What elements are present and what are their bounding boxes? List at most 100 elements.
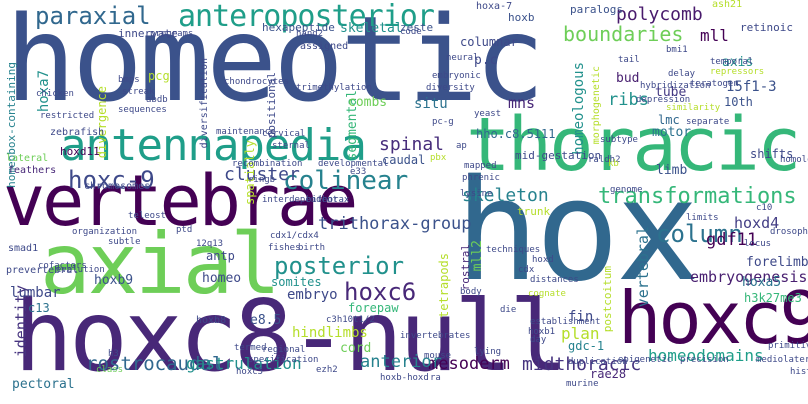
word: bithorax — [306, 195, 350, 205]
word: tetrapods — [437, 253, 451, 319]
word: hoxd4 — [734, 214, 780, 232]
word: c3h10t1/2 — [326, 315, 375, 325]
word: column — [656, 220, 743, 248]
word: feathers — [8, 165, 57, 176]
word: embryonic — [432, 71, 481, 81]
word: subtle — [108, 237, 141, 247]
word: thoracic — [466, 102, 801, 188]
word: fin — [568, 309, 594, 325]
word: techniques — [486, 245, 541, 255]
word: bud — [616, 71, 640, 86]
word: bmi1 — [666, 45, 688, 55]
word: cluster — [224, 164, 300, 185]
word: cdx — [518, 265, 535, 275]
word: colinear — [283, 166, 409, 196]
word: axis — [722, 55, 754, 70]
word: hoxb8 — [196, 315, 227, 326]
word: abdb — [146, 95, 168, 105]
word: paralogs — [570, 3, 623, 16]
word: limb — [656, 163, 688, 178]
word: hindlimbs — [292, 325, 368, 341]
word: spinal — [379, 134, 445, 155]
word: pectoral — [12, 377, 75, 392]
word: hoxb — [508, 11, 535, 24]
word: combs — [348, 95, 388, 110]
word: teleost — [128, 211, 166, 221]
word: gdf11 — [706, 230, 758, 250]
word: homologue — [780, 155, 808, 165]
word: chondrocytes — [224, 77, 290, 87]
word: mesoderm — [428, 354, 510, 374]
word: genome — [610, 185, 643, 195]
word: antennapedia — [60, 120, 367, 171]
word: motor — [652, 125, 692, 140]
word: hand2 — [296, 29, 324, 39]
word: sequences — [118, 105, 167, 115]
word: h3 — [108, 349, 119, 359]
word: 15f1-3 — [726, 79, 777, 95]
word: chromosomes — [84, 181, 151, 192]
word: hho.c8.5111 — [476, 127, 556, 141]
word: hoxb1 — [528, 327, 556, 337]
word: chicken — [36, 89, 74, 99]
word: distances — [530, 275, 579, 285]
word: trunk — [517, 205, 551, 218]
word: organization — [72, 227, 138, 237]
word: paraxial — [35, 2, 151, 30]
word: die — [500, 305, 517, 315]
word: interdependent — [262, 195, 338, 205]
word: gastrulation — [186, 354, 302, 373]
word: polycomb — [616, 4, 703, 25]
word: epigenetic — [618, 355, 673, 365]
word: kb — [608, 159, 619, 169]
word: pcg — [148, 69, 170, 83]
word: similarity — [666, 103, 721, 113]
word: homeodomains — [648, 346, 764, 365]
word: code — [400, 27, 422, 37]
word: duplication — [568, 357, 628, 367]
word: termed — [234, 343, 267, 353]
word: phrenic — [462, 173, 500, 183]
word: hoxc-9 — [68, 166, 155, 194]
word: homeo — [202, 271, 242, 286]
word: ra — [430, 373, 441, 383]
word: zebrafish — [50, 127, 105, 138]
word: limits — [686, 213, 719, 223]
word: repressors — [710, 67, 765, 77]
word: antp — [206, 249, 235, 263]
word: pbx — [430, 153, 447, 163]
word: axial — [40, 215, 281, 313]
word: mll — [700, 26, 729, 45]
word: hoxa5 — [742, 275, 782, 290]
word: smad1 — [8, 243, 39, 254]
word: depression — [636, 95, 691, 105]
word: vertebrae — [3, 160, 358, 242]
word: shifts — [750, 147, 794, 161]
word: lysine — [460, 189, 493, 199]
word: yeast — [474, 109, 502, 119]
word: ribs — [608, 90, 649, 110]
word: c13 — [28, 301, 50, 315]
word: separate — [686, 117, 730, 127]
word: diversity — [426, 83, 475, 93]
word: tube — [655, 85, 687, 100]
word: restricted — [40, 111, 95, 121]
word: hoxb-hoxd — [380, 373, 429, 383]
word: cervical — [262, 129, 306, 139]
word: e8.5 — [250, 313, 282, 328]
word: forelimb — [746, 255, 808, 270]
word: ap — [456, 141, 467, 151]
word: ringb — [248, 175, 276, 185]
word: skeleton — [462, 185, 549, 206]
word: situ — [414, 96, 448, 112]
word: transformations — [598, 184, 797, 209]
word: hexapeptide — [262, 21, 335, 34]
word: plan — [561, 324, 600, 343]
word: raldh2 — [588, 155, 621, 165]
word: trithorax-group — [318, 214, 472, 234]
word: embryogenesis — [690, 268, 808, 286]
word: bmps — [118, 75, 140, 85]
word: assigned — [300, 41, 349, 52]
word: sternal — [272, 141, 310, 151]
